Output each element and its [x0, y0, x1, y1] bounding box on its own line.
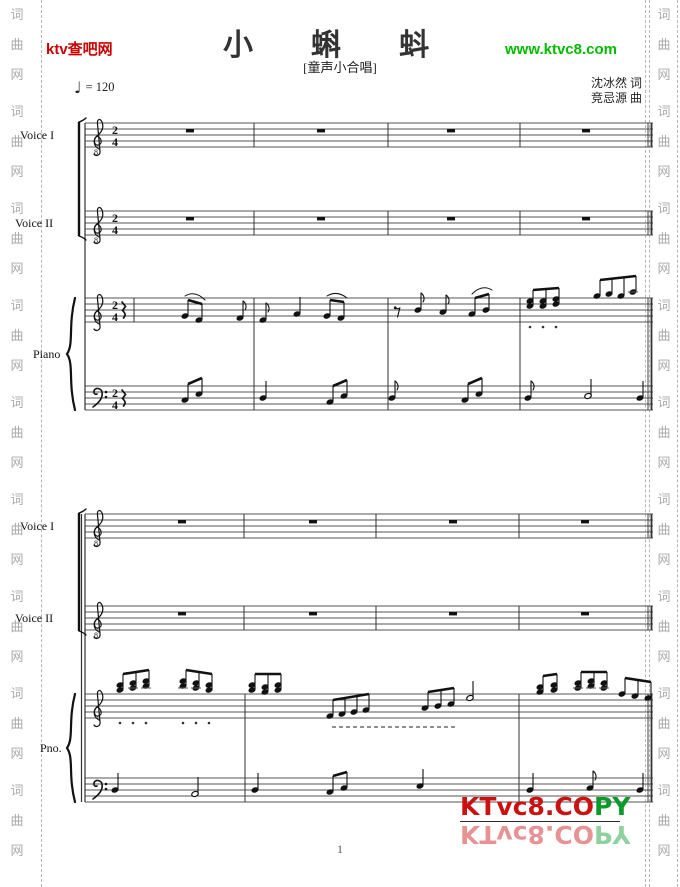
svg-text:4: 4: [112, 310, 118, 324]
margin-watermark-char: 曲: [10, 619, 24, 634]
margin-watermark-char: 曲: [10, 134, 24, 149]
margin-watermark-char: 网: [657, 67, 671, 82]
svg-text:8: 8: [94, 148, 98, 157]
site-name-link[interactable]: ktv查吧网: [46, 41, 113, 58]
margin-watermark-char: 网: [10, 649, 24, 664]
staff-label-piano-system1: Piano: [33, 347, 61, 361]
margin-watermark-char: 曲: [10, 231, 24, 246]
margin-watermark-char: 网: [657, 552, 671, 567]
svg-text:4: 4: [112, 223, 118, 237]
margin-watermark-char: 词: [10, 492, 24, 507]
quarter-note-icon: ♩: [74, 78, 82, 97]
margin-watermark-char: 网: [10, 746, 24, 761]
margin-watermark-char: 网: [657, 843, 671, 858]
margin-watermark-char: 词: [10, 686, 24, 701]
watermark-divider: [460, 821, 620, 822]
margin-watermark-char: 曲: [657, 134, 671, 149]
page-number: 1: [337, 842, 343, 856]
margin-watermark-char: 词: [657, 104, 671, 119]
svg-text:4: 4: [112, 135, 118, 149]
svg-text:2: 2: [112, 123, 118, 137]
margin-watermark-char: 曲: [657, 813, 671, 828]
margin-watermark-char: 词: [657, 783, 671, 798]
song-title: 小蝌蚪: [223, 29, 487, 62]
svg-text:8: 8: [94, 236, 98, 245]
margin-watermark-char: 曲: [10, 425, 24, 440]
margin-watermark-char: 词: [10, 201, 24, 216]
margin-watermark-char: 网: [657, 746, 671, 761]
svg-text:2: 2: [112, 211, 118, 225]
margin-watermark-char: 曲: [10, 328, 24, 343]
margin-watermark-char: 词: [10, 589, 24, 604]
margin-watermark-char: 网: [10, 358, 24, 373]
watermark-red-part: KTvc8.CO: [460, 792, 595, 821]
margin-watermark-char: 词: [657, 298, 671, 313]
margin-watermark-char: 词: [657, 589, 671, 604]
margin-watermark-char: 曲: [657, 231, 671, 246]
margin-watermark-char: 网: [10, 164, 24, 179]
margin-watermark-char: 网: [10, 552, 24, 567]
margin-watermark-char: 网: [657, 649, 671, 664]
svg-text:2: 2: [112, 298, 118, 312]
margin-watermark-char: 词: [657, 395, 671, 410]
staff-label-voice2-system2: Voice II: [15, 611, 54, 625]
margin-watermark-char: 词: [657, 201, 671, 216]
song-subtitle: [童声小合唱]: [303, 60, 377, 75]
margin-watermark-char: 曲: [657, 328, 671, 343]
right-dashed-border-outer: [677, 0, 678, 887]
site-watermark: KTvc8.COPY KTvc8.COPY: [460, 794, 632, 849]
left-dashed-border: [41, 0, 42, 887]
staff-label-voice1-system1: Voice I: [20, 128, 55, 142]
margin-watermark-char: 词: [10, 104, 24, 119]
margin-watermark-char: 网: [10, 843, 24, 858]
svg-text:8: 8: [94, 631, 98, 640]
margin-watermark-char: 词: [657, 492, 671, 507]
margin-watermark-char: 词: [657, 686, 671, 701]
margin-watermark-char: 词: [10, 7, 24, 22]
margin-watermark-char: 词: [657, 7, 671, 22]
margin-watermark-char: 曲: [10, 716, 24, 731]
margin-watermark-char: 词: [10, 298, 24, 313]
margin-watermark-char: 曲: [657, 716, 671, 731]
watermark-text: KTvc8.COPY: [460, 794, 632, 820]
margin-watermark-char: 曲: [657, 619, 671, 634]
staff-label-voice2-system1: Voice II: [15, 216, 54, 230]
credit-lyricist: 沈冰然 词: [590, 76, 642, 90]
site-url-link[interactable]: www.ktvc8.com: [505, 41, 617, 58]
margin-watermark-char: 曲: [10, 813, 24, 828]
margin-watermark-char: 曲: [657, 37, 671, 52]
margin-watermark-char: 词: [10, 783, 24, 798]
credit-composer: 竞忌源 曲: [590, 91, 642, 105]
margin-watermark-char: 词: [10, 395, 24, 410]
svg-text:8: 8: [94, 539, 98, 548]
margin-watermark-char: 网: [657, 455, 671, 470]
margin-watermark-char: 曲: [10, 37, 24, 52]
tempo-value: = 120: [85, 80, 115, 94]
margin-watermark-char: 网: [10, 67, 24, 82]
staff-label-voice1-system2: Voice I: [20, 519, 55, 533]
credits: 沈冰然 词 竞忌源 曲: [500, 76, 642, 106]
margin-watermark-char: 网: [657, 358, 671, 373]
margin-watermark-char: 网: [657, 164, 671, 179]
margin-watermark-char: 网: [657, 261, 671, 276]
margin-watermark-char: 网: [10, 261, 24, 276]
svg-text:4: 4: [112, 398, 118, 412]
margin-watermark-char: 网: [10, 455, 24, 470]
margin-watermark-char: 曲: [10, 522, 24, 537]
staff-label-piano-system2: Pno.: [40, 741, 62, 755]
watermark-green-part: PY: [594, 792, 631, 821]
right-dashed-border-inner: [649, 0, 650, 887]
margin-watermark-char: 曲: [657, 425, 671, 440]
right-dashed-border: [645, 0, 646, 887]
svg-text:2: 2: [112, 386, 118, 400]
margin-watermark-char: 曲: [657, 522, 671, 537]
tempo-marking: ♩ = 120: [74, 78, 114, 98]
